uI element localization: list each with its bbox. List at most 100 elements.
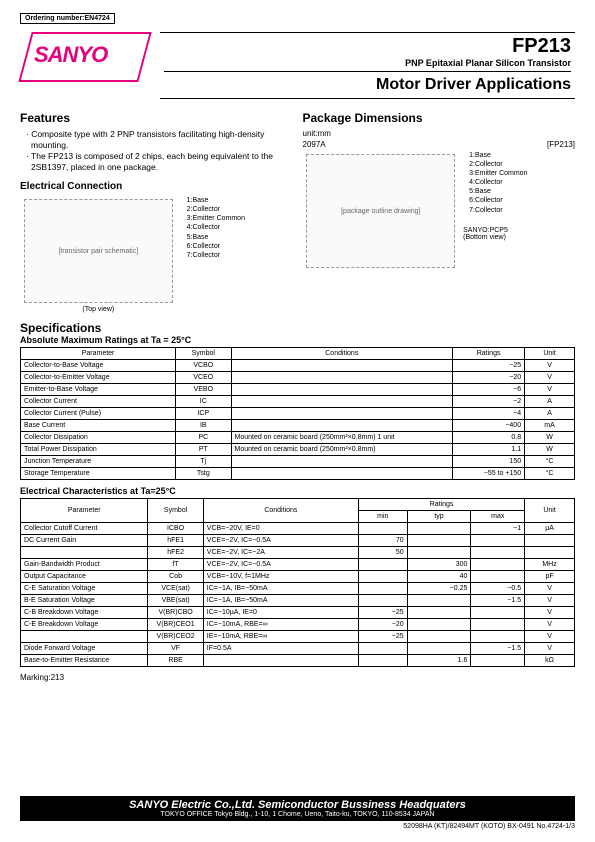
cell: V [525,595,575,607]
cell: W [525,432,575,444]
cell: A [525,408,575,420]
col-max: max [471,511,525,523]
cell: IC=−10µA, IE=0 [203,607,358,619]
cell: 40 [407,571,471,583]
cell [358,523,407,535]
pin-label: 5:Base [469,187,575,196]
col-typ: typ [407,511,471,523]
cell: Tj [176,456,231,468]
cell [203,655,358,667]
cell [358,583,407,595]
cell: IC [176,396,231,408]
table-row: hFE2VCE=−2V, IC=−2A50 [21,547,575,559]
col-conditions: Conditions [203,499,358,523]
col-parameter: Parameter [21,499,148,523]
table-header-row: Parameter Symbol Conditions Ratings Unit [21,499,575,511]
cell: 300 [407,559,471,571]
cell: Collector Cutoff Current [21,523,148,535]
table-row: C-E Saturation VoltageVCE(sat)IC=−1A, IB… [21,583,575,595]
cell: −25 [358,607,407,619]
cell [231,384,453,396]
col-min: min [358,511,407,523]
cell: 150 [453,456,525,468]
package-code: 2097A [FP213] [303,140,576,149]
table-row: Collector CurrentIC−2A [21,396,575,408]
pkg-pin-list: 1:Base 2:Collector 3:Emitter Common 4:Co… [469,151,575,215]
footer-address: TOKYO OFFICE Tokyo Bldg., 1-10, 1 Chome,… [24,811,571,818]
cell [407,595,471,607]
footer-company: SANYO Electric Co.,Ltd. Semiconductor Bu… [24,799,571,811]
cell: A [525,396,575,408]
cell [231,420,453,432]
cell [358,559,407,571]
col-ratings-group: Ratings [358,499,524,511]
table-row: C-E Breakdown VoltageV(BR)CEO1IC=−10mA, … [21,619,575,631]
cell: µA [525,523,575,535]
cell: VEBO [176,384,231,396]
cell: VCEO [176,372,231,384]
cell: Diode Forward Voltage [21,643,148,655]
cell: V [525,619,575,631]
cell: RBE [148,655,203,667]
cell: 50 [358,547,407,559]
cell [358,655,407,667]
ordering-number: Ordering number:EN4724 [20,13,115,24]
cell: IF=0.5A [203,643,358,655]
cell [407,643,471,655]
cell: VCB=−10V, f=1MHz [203,571,358,583]
pin-label: 2:Collector [469,160,575,169]
cell [471,619,525,631]
cell: Tstg [176,468,231,480]
top-view-label: (Top view) [20,306,177,313]
cell: pF [525,571,575,583]
cell: 0.8 [453,432,525,444]
pin-label: 4:Collector [187,223,293,232]
cell: −1 [471,523,525,535]
cell [231,372,453,384]
footer-bar: SANYO Electric Co.,Ltd. Semiconductor Bu… [20,796,575,821]
cell: DC Current Gain [21,535,148,547]
cell: Emitter-to-Base Voltage [21,384,176,396]
cell: hFE1 [148,535,203,547]
cell [358,571,407,583]
elec-char-table: Parameter Symbol Conditions Ratings Unit… [20,498,575,667]
pin-label: 7:Collector [187,251,293,260]
elec-conn-heading: Electrical Connection [20,181,293,192]
cell: W [525,444,575,456]
cell: C-E Saturation Voltage [21,583,148,595]
cell: IC=−1A, IB=−50mA [203,595,358,607]
cell: VBE(sat) [148,595,203,607]
cell: −1.5 [471,595,525,607]
cell: −55 to +150 [453,468,525,480]
package-placeholder: [package outline drawing] [306,154,455,268]
cell: −4 [453,408,525,420]
cell: Mounted on ceramic board (250mm²×0.8mm) [231,444,453,456]
pin-list: 1:Base 2:Collector 3:Emitter Common 4:Co… [187,196,293,260]
cell [231,396,453,408]
cell [358,595,407,607]
cell: −25 [453,360,525,372]
cell: V [525,607,575,619]
table-row: B-E Saturation VoltageVBE(sat)IC=−1A, IB… [21,595,575,607]
table-row: Total Power DissipationPTMounted on cera… [21,444,575,456]
cell: 1.6 [407,655,471,667]
subtitle: PNP Epitaxial Planar Silicon Transistor [164,58,571,72]
cell: V [525,583,575,595]
cell [407,547,471,559]
cell: ICBO [148,523,203,535]
pkg-footprint: SANYO:PCP5 [463,227,575,234]
cell: V [525,643,575,655]
cell [525,547,575,559]
schematic-placeholder: [transistor pair schematic] [24,199,173,304]
cell [471,547,525,559]
col-parameter: Parameter [21,348,176,360]
pin-label: 4:Collector [469,178,575,187]
table-row: Emitter-to-Base VoltageVEBO−6V [21,384,575,396]
cell: PC [176,432,231,444]
cell: PT [176,444,231,456]
cell: −6 [453,384,525,396]
logo-text: SANYO [34,42,107,68]
table-row: Collector Current (Pulse)ICP−4A [21,408,575,420]
cell: Collector Current (Pulse) [21,408,176,420]
cell: V [525,360,575,372]
